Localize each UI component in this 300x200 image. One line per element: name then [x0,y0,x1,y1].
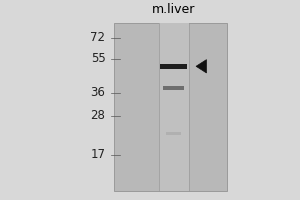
Bar [159,23,189,191]
Text: 28: 28 [91,109,105,122]
Bar [160,64,187,69]
Text: 55: 55 [91,52,105,65]
Text: m.liver: m.liver [152,3,196,16]
Bar [166,132,181,135]
Text: 36: 36 [91,86,105,99]
Polygon shape [196,60,206,73]
Text: 17: 17 [90,148,105,161]
Bar [114,23,227,191]
Bar [164,86,184,90]
Text: 72: 72 [90,31,105,44]
